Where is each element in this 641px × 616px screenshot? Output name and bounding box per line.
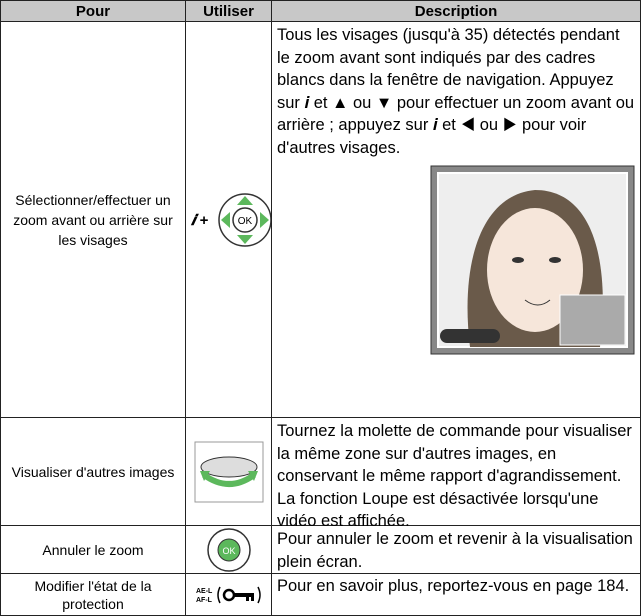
icon-text: AF-L [196, 597, 213, 604]
description-cell: Pour en savoir plus, reportez-vous en pa… [272, 574, 641, 616]
multi-selector-icon: 𝒊 + OK [190, 192, 271, 247]
description: Tous les visages (jusqu'à 35) détectés p… [277, 26, 635, 157]
description: Pour en savoir plus, reportez-vous en pa… [277, 577, 630, 595]
row-label: Visualiser d'autres images [0, 418, 186, 526]
description: Pour annuler le zoom et revenir à la vis… [277, 530, 633, 571]
row-label: Annuler le zoom [0, 526, 186, 574]
control-cell: 𝒊 + OK [186, 22, 272, 418]
header-cell: Pour [0, 0, 186, 22]
row-label: Sélectionner/effectuer un zoom avant ou … [0, 22, 186, 418]
screen-illustration [430, 165, 635, 355]
description-cell: Pour annuler le zoom et revenir à la vis… [272, 526, 641, 574]
description-cell: Tournez la molette de commande pour visu… [272, 418, 641, 530]
description: Tournez la molette de commande pour visu… [277, 422, 632, 530]
icon-text: AE-L [196, 588, 213, 595]
control-cell: OK [186, 526, 272, 574]
icon-text: 𝒊 + [190, 212, 208, 229]
ae-af-lock-icon: AE-L AF-L [196, 586, 261, 604]
description-cell: Tous les visages (jusqu'à 35) détectés p… [272, 22, 641, 418]
control-cell: AE-L AF-L [186, 574, 272, 616]
ok-button-icon: OK [206, 527, 251, 572]
command-dial-icon [194, 441, 263, 502]
header-cell: Description [272, 0, 641, 22]
header-cell: Utiliser [186, 0, 272, 22]
icon-text: OK [237, 216, 252, 227]
control-cell [186, 418, 272, 526]
icon-text: OK [222, 546, 235, 556]
row-label: Modifier l'état de la protection [0, 574, 186, 616]
